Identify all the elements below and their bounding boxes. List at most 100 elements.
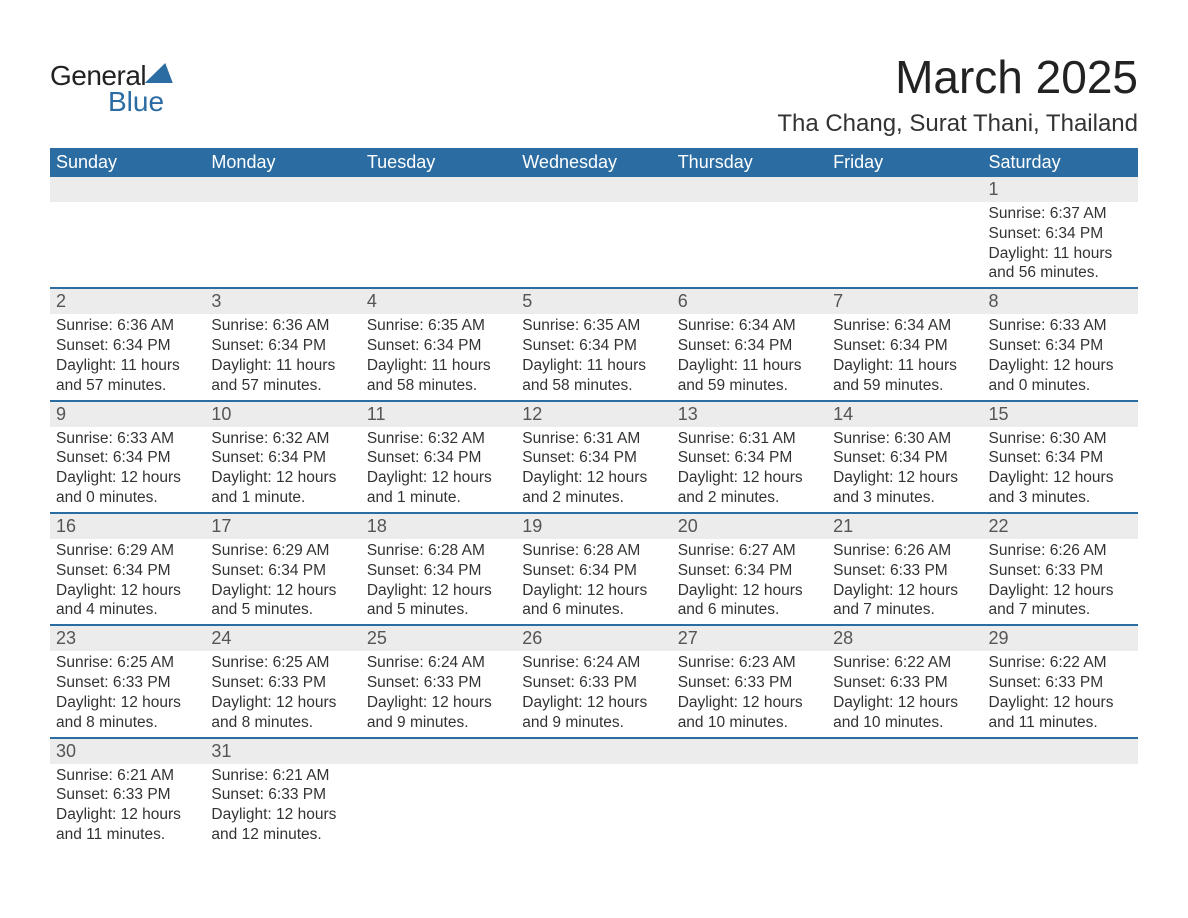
day-number-cell: 19 xyxy=(516,513,671,539)
day-detail-line: Sunrise: 6:34 AM xyxy=(678,316,821,336)
day-detail-line: Daylight: 12 hours xyxy=(678,693,821,713)
day-number-cell: 21 xyxy=(827,513,982,539)
day-number-cell: 26 xyxy=(516,625,671,651)
day-detail-line: Sunrise: 6:31 AM xyxy=(522,429,665,449)
day-detail-cell: Sunrise: 6:26 AMSunset: 6:33 PMDaylight:… xyxy=(983,539,1138,625)
day-detail-line: Sunrise: 6:29 AM xyxy=(56,541,199,561)
day-number-cell xyxy=(983,738,1138,764)
day-detail-line: Sunset: 6:34 PM xyxy=(833,336,976,356)
day-detail-line: Daylight: 12 hours xyxy=(833,693,976,713)
day-number-cell xyxy=(205,177,360,202)
day-detail-line: and 6 minutes. xyxy=(678,600,821,620)
day-detail-line: Sunset: 6:33 PM xyxy=(989,561,1132,581)
day-detail-cell: Sunrise: 6:33 AMSunset: 6:34 PMDaylight:… xyxy=(50,427,205,513)
day-detail-line: Daylight: 11 hours xyxy=(989,244,1132,264)
day-detail-cell: Sunrise: 6:36 AMSunset: 6:34 PMDaylight:… xyxy=(205,314,360,400)
day-detail-line: Sunset: 6:33 PM xyxy=(678,673,821,693)
day-detail-line: and 0 minutes. xyxy=(56,488,199,508)
day-detail-line: and 58 minutes. xyxy=(522,376,665,396)
day-detail-line: Sunrise: 6:21 AM xyxy=(211,766,354,786)
day-detail-line: and 57 minutes. xyxy=(56,376,199,396)
day-detail-line: Daylight: 12 hours xyxy=(211,693,354,713)
day-detail-line: Sunrise: 6:33 AM xyxy=(989,316,1132,336)
day-detail-line: Sunrise: 6:30 AM xyxy=(989,429,1132,449)
day-detail-line: Daylight: 11 hours xyxy=(833,356,976,376)
day-detail-line: Sunrise: 6:22 AM xyxy=(989,653,1132,673)
location-subtitle: Tha Chang, Surat Thani, Thailand xyxy=(777,110,1138,138)
day-number-cell: 20 xyxy=(672,513,827,539)
weekday-header: Thursday xyxy=(672,148,827,177)
day-detail-line: Daylight: 12 hours xyxy=(56,805,199,825)
day-detail-line: Sunrise: 6:21 AM xyxy=(56,766,199,786)
day-detail-line: Sunset: 6:34 PM xyxy=(367,561,510,581)
day-detail-line: Daylight: 12 hours xyxy=(522,581,665,601)
day-detail-line: Daylight: 12 hours xyxy=(56,693,199,713)
day-detail-cell: Sunrise: 6:27 AMSunset: 6:34 PMDaylight:… xyxy=(672,539,827,625)
day-detail-line: and 9 minutes. xyxy=(522,713,665,733)
day-detail-cell xyxy=(361,764,516,849)
day-detail-line: and 7 minutes. xyxy=(989,600,1132,620)
month-title: March 2025 xyxy=(777,50,1138,104)
day-detail-cell: Sunrise: 6:22 AMSunset: 6:33 PMDaylight:… xyxy=(983,651,1138,737)
day-detail-line: Sunset: 6:34 PM xyxy=(211,561,354,581)
weekday-header: Tuesday xyxy=(361,148,516,177)
day-detail-line: Sunset: 6:34 PM xyxy=(56,561,199,581)
day-detail-cell: Sunrise: 6:36 AMSunset: 6:34 PMDaylight:… xyxy=(50,314,205,400)
day-detail-line: Sunset: 6:33 PM xyxy=(522,673,665,693)
day-detail-line: Daylight: 12 hours xyxy=(367,581,510,601)
day-detail-line: Daylight: 12 hours xyxy=(211,805,354,825)
day-detail-line: and 11 minutes. xyxy=(56,825,199,845)
day-number-cell: 30 xyxy=(50,738,205,764)
day-detail-line: Sunrise: 6:34 AM xyxy=(833,316,976,336)
day-number-cell xyxy=(827,177,982,202)
day-detail-cell: Sunrise: 6:21 AMSunset: 6:33 PMDaylight:… xyxy=(50,764,205,849)
day-number-cell: 10 xyxy=(205,401,360,427)
day-number-cell: 16 xyxy=(50,513,205,539)
day-detail-line: Sunrise: 6:32 AM xyxy=(211,429,354,449)
detail-row: Sunrise: 6:25 AMSunset: 6:33 PMDaylight:… xyxy=(50,651,1138,737)
day-detail-line: Daylight: 12 hours xyxy=(678,468,821,488)
day-number-cell: 4 xyxy=(361,288,516,314)
day-detail-cell: Sunrise: 6:26 AMSunset: 6:33 PMDaylight:… xyxy=(827,539,982,625)
day-detail-line: Daylight: 12 hours xyxy=(522,693,665,713)
day-number-cell: 27 xyxy=(672,625,827,651)
daynum-row: 16171819202122 xyxy=(50,513,1138,539)
day-number-cell: 24 xyxy=(205,625,360,651)
detail-row: Sunrise: 6:33 AMSunset: 6:34 PMDaylight:… xyxy=(50,427,1138,513)
detail-row: Sunrise: 6:37 AMSunset: 6:34 PMDaylight:… xyxy=(50,202,1138,288)
day-detail-line: and 8 minutes. xyxy=(211,713,354,733)
day-detail-cell xyxy=(827,764,982,849)
day-detail-line: Sunrise: 6:29 AM xyxy=(211,541,354,561)
calendar-page: General Blue March 2025 Tha Chang, Surat… xyxy=(0,0,1188,869)
day-number-cell xyxy=(50,177,205,202)
daynum-row: 1 xyxy=(50,177,1138,202)
logo-text-blue: Blue xyxy=(108,86,164,118)
day-detail-cell: Sunrise: 6:22 AMSunset: 6:33 PMDaylight:… xyxy=(827,651,982,737)
day-detail-line: and 3 minutes. xyxy=(989,488,1132,508)
header-block: General Blue March 2025 Tha Chang, Surat… xyxy=(50,50,1138,138)
day-detail-line: Sunset: 6:34 PM xyxy=(367,448,510,468)
logo: General Blue xyxy=(50,50,176,118)
weekday-header: Wednesday xyxy=(516,148,671,177)
day-detail-cell: Sunrise: 6:33 AMSunset: 6:34 PMDaylight:… xyxy=(983,314,1138,400)
day-detail-line: Sunrise: 6:36 AM xyxy=(211,316,354,336)
day-detail-line: Daylight: 11 hours xyxy=(56,356,199,376)
day-number-cell: 28 xyxy=(827,625,982,651)
day-detail-line: Sunset: 6:34 PM xyxy=(678,561,821,581)
day-detail-cell: Sunrise: 6:24 AMSunset: 6:33 PMDaylight:… xyxy=(516,651,671,737)
day-detail-line: Daylight: 12 hours xyxy=(56,581,199,601)
weekday-header: Saturday xyxy=(983,148,1138,177)
daynum-row: 23242526272829 xyxy=(50,625,1138,651)
logo-triangle-icon xyxy=(145,63,179,83)
day-number-cell: 23 xyxy=(50,625,205,651)
day-detail-line: Sunset: 6:34 PM xyxy=(211,336,354,356)
day-detail-cell: Sunrise: 6:23 AMSunset: 6:33 PMDaylight:… xyxy=(672,651,827,737)
day-detail-line: and 6 minutes. xyxy=(522,600,665,620)
day-detail-line: Daylight: 12 hours xyxy=(56,468,199,488)
day-detail-line: Sunrise: 6:35 AM xyxy=(522,316,665,336)
day-detail-line: Sunrise: 6:28 AM xyxy=(522,541,665,561)
day-detail-line: Sunset: 6:34 PM xyxy=(367,336,510,356)
day-detail-cell: Sunrise: 6:25 AMSunset: 6:33 PMDaylight:… xyxy=(205,651,360,737)
day-number-cell: 14 xyxy=(827,401,982,427)
day-detail-line: and 57 minutes. xyxy=(211,376,354,396)
